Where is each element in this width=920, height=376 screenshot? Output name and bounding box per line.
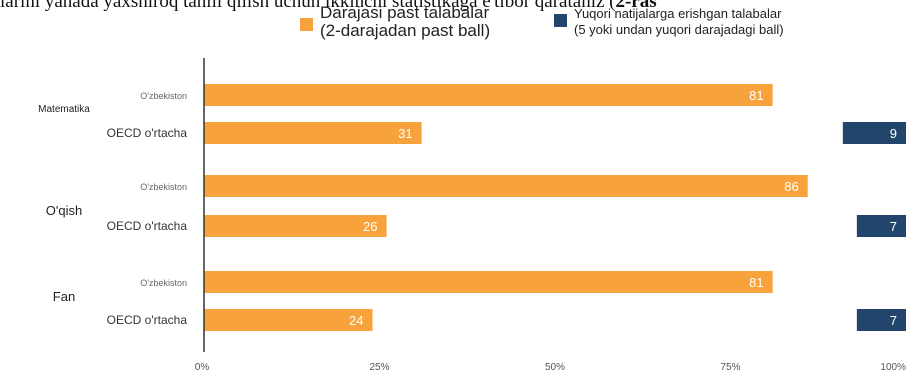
bar-low-matematika-uzbekistan bbox=[204, 84, 773, 106]
x-tick-label: 50% bbox=[545, 362, 565, 373]
legend-label-low-line2: (2-darajadan past ball) bbox=[320, 20, 491, 40]
bar-high-o-qish-oecd bbox=[856, 215, 906, 237]
group-label-matematika: Matematika bbox=[38, 104, 90, 115]
legend-swatch-low bbox=[300, 18, 313, 31]
value-low-matematika-oecd: 31 bbox=[398, 126, 412, 141]
legend-label-low: Darajasi past talabalar (2-darajadan pas… bbox=[320, 4, 490, 40]
row-label-o-qish-uzbekistan: O'zbekiston bbox=[140, 182, 187, 192]
value-low-fan-oecd: 24 bbox=[349, 313, 363, 328]
row-label-fan-uzbekistan: O'zbekiston bbox=[140, 278, 187, 288]
chart-legend: Darajasi past talabalar (2-darajadan pas… bbox=[300, 4, 900, 54]
value-low-matematika-uzbekistan: 81 bbox=[749, 88, 763, 103]
value-high-o-qish-oecd: 7 bbox=[890, 219, 897, 234]
caption-bold: 2-ras bbox=[615, 0, 657, 12]
x-tick-label: 100% bbox=[880, 362, 906, 373]
value-high-matematika-oecd: 9 bbox=[890, 126, 897, 141]
x-tick-label: 25% bbox=[369, 362, 389, 373]
bar-high-fan-oecd bbox=[856, 309, 906, 331]
x-tick-label: 75% bbox=[720, 362, 740, 373]
row-label-matematika-oecd: OECD o'rtacha bbox=[107, 126, 188, 140]
bar-low-o-qish-uzbekistan bbox=[204, 175, 808, 197]
row-label-matematika-uzbekistan: O'zbekiston bbox=[140, 91, 187, 101]
group-label-o-qish: O'qish bbox=[46, 203, 82, 218]
bar-low-matematika-oecd bbox=[204, 122, 422, 144]
legend-label-high-line2: (5 yoki undan yuqori darajadagi ball) bbox=[574, 22, 784, 38]
value-high-fan-oecd: 7 bbox=[890, 313, 897, 328]
x-tick-label: 0% bbox=[195, 362, 210, 373]
value-low-o-qish-uzbekistan: 86 bbox=[784, 179, 798, 194]
bar-low-o-qish-oecd bbox=[204, 215, 387, 237]
caption-plain: larini yanada yaxshiroq tahlil qilish uc… bbox=[0, 0, 616, 12]
bar-low-fan-oecd bbox=[204, 309, 373, 331]
value-low-fan-uzbekistan: 81 bbox=[749, 275, 763, 290]
legend-label-low-line1: Darajasi past talabalar bbox=[320, 3, 490, 22]
group-label-fan: Fan bbox=[53, 289, 75, 304]
legend-swatch-high bbox=[554, 14, 567, 27]
bar-low-fan-uzbekistan bbox=[204, 271, 773, 293]
row-label-fan-oecd: OECD o'rtacha bbox=[107, 313, 188, 327]
value-low-o-qish-oecd: 26 bbox=[363, 219, 377, 234]
bar-high-matematika-oecd bbox=[842, 122, 906, 144]
legend-label-high-line1: Yuqori natijalarga erishgan talabalar bbox=[574, 6, 782, 21]
row-label-o-qish-oecd: OECD o'rtacha bbox=[107, 219, 188, 233]
caption-text: larini yanada yaxshiroq tahlil qilish uc… bbox=[0, 0, 920, 13]
legend-label-high: Yuqori natijalarga erishgan talabalar (5… bbox=[574, 6, 784, 39]
